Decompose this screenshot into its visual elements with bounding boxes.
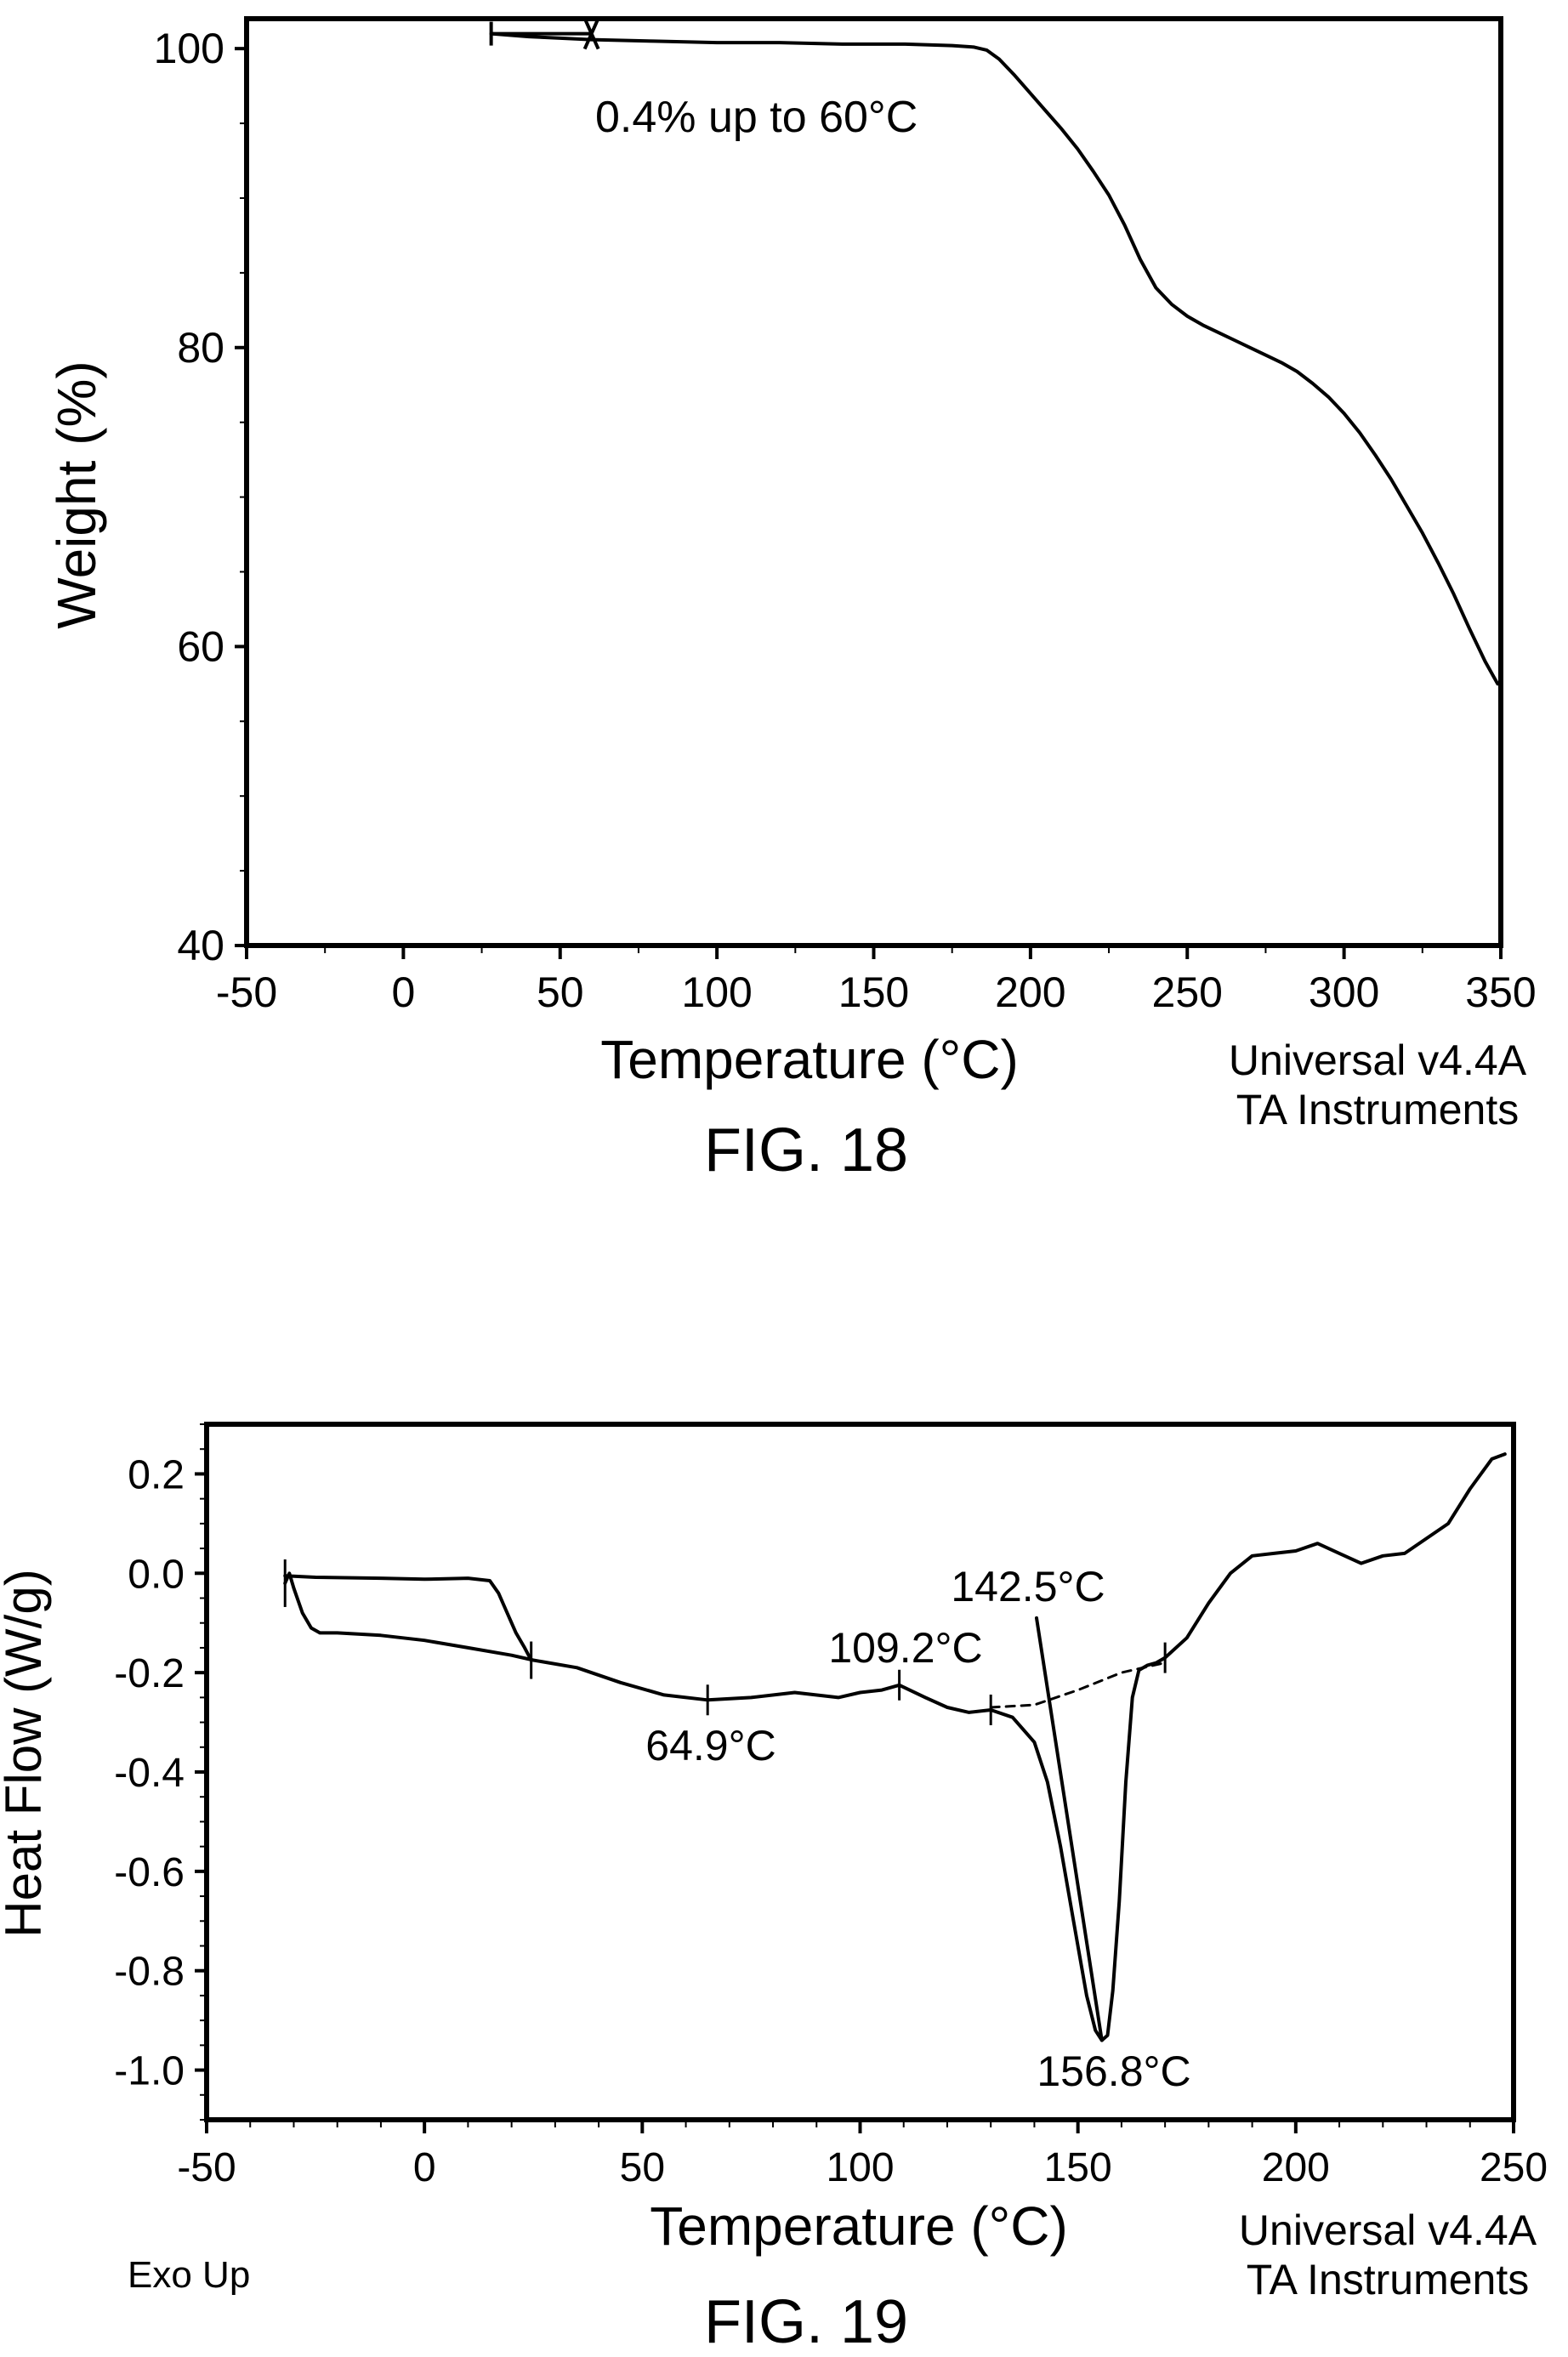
fig18-chart: 40 60 80 100 -50 0 50 100 150 200 250 300 350 0.4% … — [46, 16, 1537, 1184]
fig19-markers — [283, 1559, 1167, 1725]
fig19-x-tick-label: 250 — [1480, 2145, 1548, 2190]
fig19-x-tick-label: 200 — [1262, 2145, 1330, 2190]
fig18-x-tick-label: 350 — [1465, 968, 1536, 1016]
fig19-chart: 0.2 0.0 -0.2 -0.4 -0.6 -0.8 -1.0 -50 0 50 100 150 2… — [0, 1422, 1548, 2356]
fig18-software-line-2: TA Instruments — [1236, 1086, 1520, 1133]
fig19-series-line-3 — [1035, 1616, 1104, 2042]
fig19-y-axis-label: Heat Flow (W/g) — [0, 1569, 52, 1937]
fig19-y-tick-label: 0.2 — [128, 1452, 185, 1497]
fig19-annotation-3: 156.8°C — [1037, 2047, 1190, 2095]
fig19-y-tick-label: -0.8 — [114, 1950, 185, 1995]
fig18-x-tick-label: 50 — [537, 968, 584, 1016]
fig19-x-tick-label: 0 — [413, 2145, 436, 2190]
fig18-x-tick-label: 250 — [1152, 968, 1223, 1016]
fig19-annotation-2: 142.5°C — [951, 1563, 1105, 1610]
fig19-plot-frame — [204, 1422, 1516, 2122]
fig19-software-line-1: Universal v4.4A — [1239, 2206, 1537, 2254]
fig18-x-axis-label: Temperature (°C) — [600, 1029, 1019, 1090]
fig19-series-line-0 — [283, 1452, 1507, 2042]
fig18-range-end-marker — [582, 17, 600, 50]
fig19-corner-note: Exo Up — [128, 2254, 250, 2296]
fig18-series — [489, 31, 1500, 686]
fig18-figure-label: FIG. 18 — [704, 1116, 908, 1184]
fig19-y-tick-label: -0.6 — [114, 1850, 185, 1895]
fig18-series-line-0 — [489, 31, 1500, 686]
fig18-y-tick-label: 100 — [154, 25, 224, 72]
fig19-series — [283, 1452, 1507, 2042]
fig19-series-line-1 — [283, 1574, 533, 1662]
fig19-x-tick-label: 150 — [1044, 2145, 1112, 2190]
fig19-software-line-2: TA Instruments — [1247, 2256, 1530, 2303]
fig19-annotation-0: 64.9°C — [645, 1722, 775, 1769]
fig19-x-tick-label: -50 — [177, 2145, 236, 2190]
fig18-plot-frame — [244, 16, 1503, 948]
fig18-y-axis: 40 60 80 100 — [154, 25, 247, 969]
fig18-y-tick-label: 40 — [177, 922, 224, 969]
fig18-x-tick-label: 0 — [391, 968, 415, 1016]
fig18-annotation-0: 0.4% up to 60°C — [595, 93, 918, 142]
fig18-software-line-1: Universal v4.4A — [1229, 1037, 1527, 1084]
fig19-figure-label: FIG. 19 — [704, 2288, 908, 2356]
fig18-y-tick-label: 60 — [177, 622, 224, 670]
fig18-x-axis: -50 0 50 100 150 200 250 300 350 — [216, 946, 1537, 1016]
fig19-y-tick-label: -1.0 — [114, 2049, 185, 2094]
fig19-y-tick-label: -0.2 — [114, 1651, 185, 1696]
fig19-y-axis: 0.2 0.0 -0.2 -0.4 -0.6 -0.8 -1.0 — [114, 1423, 207, 2121]
fig18-x-tick-label: 100 — [681, 968, 752, 1016]
fig19-x-axis: -50 0 50 100 150 200 250 — [177, 2120, 1548, 2190]
fig18-x-tick-label: 150 — [838, 968, 909, 1016]
fig18-markers — [489, 17, 600, 50]
fig19-x-tick-label: 100 — [826, 2145, 894, 2190]
fig19-y-tick-label: -0.4 — [114, 1751, 185, 1796]
fig19-series-line-2 — [989, 1661, 1167, 1709]
fig18-x-tick-label: -50 — [216, 968, 277, 1016]
fig18-x-tick-label: 200 — [995, 968, 1065, 1016]
fig18-x-tick-label: 300 — [1309, 968, 1379, 1016]
fig19-x-tick-label: 50 — [620, 2145, 665, 2190]
fig19-x-axis-label: Temperature (°C) — [650, 2195, 1068, 2257]
fig18-y-axis-label: Weight (%) — [46, 361, 107, 628]
fig19-annotation-1: 109.2°C — [828, 1624, 982, 1672]
fig18-y-tick-label: 80 — [177, 324, 224, 372]
fig19-y-tick-label: 0.0 — [128, 1552, 185, 1597]
